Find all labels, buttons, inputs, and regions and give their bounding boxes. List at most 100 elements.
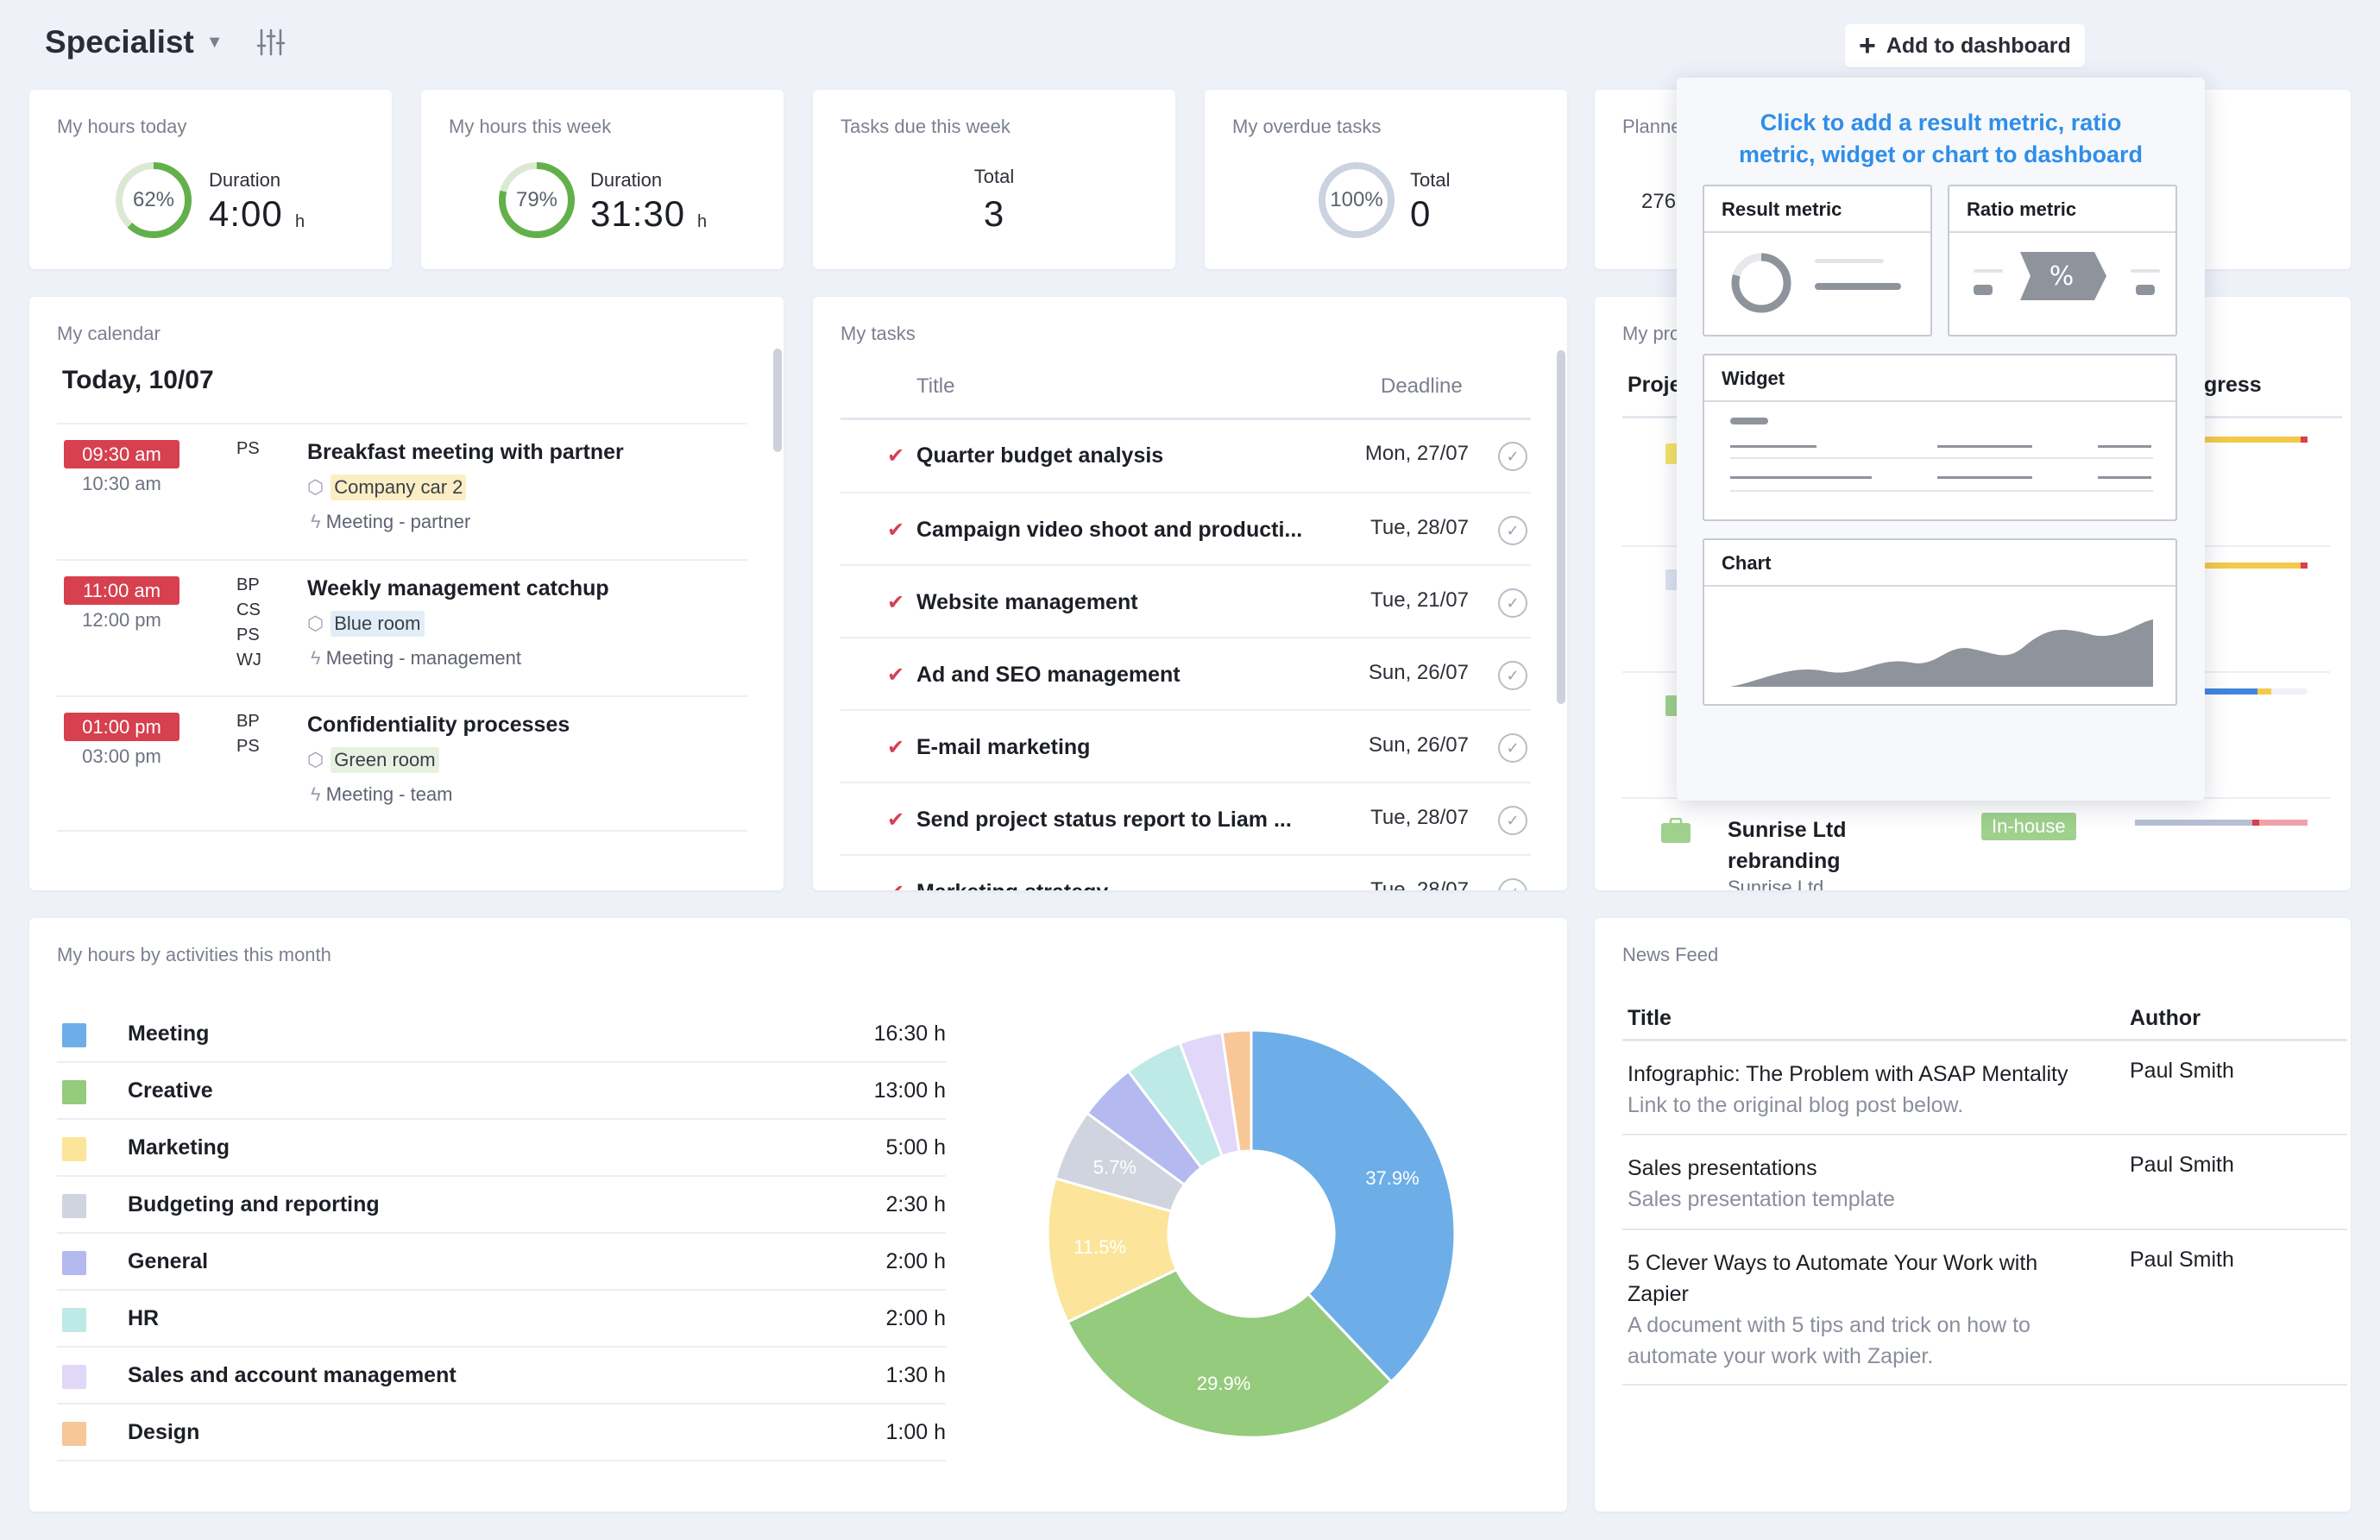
news-headline[interactable]: 5 Clever Ways to Automate Your Work with… xyxy=(1628,1251,2038,1306)
activity-row[interactable]: General 2:00 h xyxy=(57,1234,946,1291)
kpi-unit: h xyxy=(697,212,708,231)
activity-row[interactable]: Creative 13:00 h xyxy=(57,1063,946,1120)
ratio-metric-tile[interactable]: Ratio metric % xyxy=(1948,185,2177,336)
activity-name: General xyxy=(128,1249,209,1273)
kpi-value: 31:30 xyxy=(590,193,686,234)
chart-tile[interactable]: Chart xyxy=(1703,538,2177,706)
activity-name: Design xyxy=(128,1420,200,1444)
task-title[interactable]: Marketing strategy xyxy=(916,880,1108,890)
complete-task-icon[interactable]: ✓ xyxy=(1498,733,1527,763)
news-row[interactable]: Infographic: The Problem with ASAP Menta… xyxy=(1622,1039,2347,1134)
activity-row[interactable]: Sales and account management 1:30 h xyxy=(57,1348,946,1405)
activity-name: Sales and account management xyxy=(128,1363,456,1387)
column-header-title[interactable]: Title xyxy=(916,374,955,398)
donut-slice-design[interactable] xyxy=(1220,1028,1253,1153)
project-row[interactable]: Sunrise Ltd rebranding Sunrise Ltd In-ho… xyxy=(1622,797,2330,890)
event-end-time: 10:30 am xyxy=(82,473,161,494)
activity-row[interactable]: Design 1:00 h xyxy=(57,1405,946,1461)
progress-fill-2 xyxy=(2259,820,2308,826)
task-row[interactable]: ✔ Marketing strategy Tue, 28/07 ✓ xyxy=(841,854,1531,890)
complete-task-icon[interactable]: ✓ xyxy=(1498,588,1527,618)
complete-task-icon[interactable]: ✓ xyxy=(1498,806,1527,835)
news-row[interactable]: Sales presentations Sales presentation t… xyxy=(1622,1134,2347,1229)
event-type: ϟ Meeting - team xyxy=(311,783,453,806)
column-header-author[interactable]: Author xyxy=(2130,1006,2201,1030)
sliders-icon[interactable] xyxy=(256,28,286,57)
task-row[interactable]: ✔ Campaign video shoot and producti... T… xyxy=(841,492,1531,564)
donut-slice-marketing[interactable] xyxy=(1046,1177,1179,1324)
calendar-scrollbar[interactable] xyxy=(773,349,782,452)
progress-bar xyxy=(2204,563,2308,569)
activity-row[interactable]: HR 2:00 h xyxy=(57,1291,946,1348)
column-header-progress[interactable]: gress xyxy=(2204,373,2262,397)
activity-hours: 2:00 h xyxy=(885,1306,946,1330)
project-name[interactable]: Sunrise Ltd rebranding xyxy=(1728,818,1847,873)
activity-name: Marketing xyxy=(128,1135,230,1160)
kpi-hours-today[interactable]: My hours today 62% Duration 4:00 h xyxy=(29,90,392,269)
event-end-time: 12:00 pm xyxy=(82,609,161,631)
chevron-down-icon[interactable]: ▼ xyxy=(205,32,224,52)
legend-swatch xyxy=(62,1365,86,1389)
news-headline[interactable]: Infographic: The Problem with ASAP Menta… xyxy=(1628,1062,2068,1086)
task-title[interactable]: Campaign video shoot and producti... xyxy=(916,518,1303,542)
kpi-value: 3 xyxy=(983,193,1005,234)
progress-ring xyxy=(116,162,192,238)
person-initials: PS xyxy=(236,737,260,756)
task-title[interactable]: Website management xyxy=(916,590,1138,614)
donut-slice-creative[interactable] xyxy=(1066,1267,1394,1439)
task-row[interactable]: ✔ Quarter budget analysis Mon, 27/07 ✓ xyxy=(841,419,1531,492)
progress-bar xyxy=(2204,437,2308,443)
kpi-overdue-tasks[interactable]: My overdue tasks 100% Total 0 xyxy=(1205,90,1567,269)
task-title[interactable]: E-mail marketing xyxy=(916,735,1091,759)
result-metric-tile[interactable]: Result metric xyxy=(1703,185,1932,336)
calendar-event[interactable]: 11:00 am 12:00 pm BP CS PS WJ Weekly man… xyxy=(57,559,747,695)
calendar-event[interactable]: 09:30 am 10:30 am PS Breakfast meeting w… xyxy=(57,423,747,559)
task-title[interactable]: Ad and SEO management xyxy=(916,663,1181,687)
news-headline[interactable]: Sales presentations xyxy=(1628,1156,1817,1180)
person-initials: BP xyxy=(236,712,260,731)
event-title[interactable]: Breakfast meeting with partner xyxy=(307,440,624,464)
event-title[interactable]: Weekly management catchup xyxy=(307,576,609,600)
complete-task-icon[interactable]: ✓ xyxy=(1498,878,1527,890)
column-header-deadline[interactable]: Deadline xyxy=(1381,374,1463,398)
placeholder-line xyxy=(1730,490,2153,492)
activity-name: Budgeting and reporting xyxy=(128,1192,380,1216)
activity-row[interactable]: Marketing 5:00 h xyxy=(57,1120,946,1177)
donut-slice-meeting[interactable] xyxy=(1250,1028,1457,1384)
donut-slice-label: 37.9% xyxy=(1365,1167,1419,1189)
event-people: BP CS PS WJ xyxy=(236,573,261,673)
news-author: Paul Smith xyxy=(2130,1059,2234,1083)
tasks-title: My tasks xyxy=(841,323,916,344)
kpi-hours-week[interactable]: My hours this week 79% Duration 31:30 h xyxy=(421,90,784,269)
page-title[interactable]: Specialist xyxy=(45,24,194,60)
column-header-title[interactable]: Title xyxy=(1628,1006,1672,1030)
progress-marker xyxy=(2252,820,2259,826)
news-row[interactable]: 5 Clever Ways to Automate Your Work with… xyxy=(1622,1229,2347,1386)
activity-name: Meeting xyxy=(128,1021,210,1046)
tasks-scrollbar[interactable] xyxy=(1557,350,1565,704)
event-title[interactable]: Confidentiality processes xyxy=(307,713,570,737)
activities-donut-chart[interactable]: 37.9% 29.9% 11.5% 5.7% xyxy=(1044,1027,1458,1441)
kpi-tasks-due[interactable]: Tasks due this week Total 3 xyxy=(813,90,1175,269)
activity-row[interactable]: Budgeting and reporting 2:30 h xyxy=(57,1177,946,1234)
column-header-project[interactable]: Proje xyxy=(1628,373,1682,397)
task-row[interactable]: ✔ Ad and SEO management Sun, 26/07 ✓ xyxy=(841,637,1531,709)
bolt-icon: ϟ xyxy=(311,647,321,669)
task-row[interactable]: ✔ E-mail marketing Sun, 26/07 ✓ xyxy=(841,709,1531,782)
add-to-dashboard-button[interactable]: + Add to dashboard xyxy=(1845,24,2085,67)
task-row[interactable]: ✔ Send project status report to Liam ...… xyxy=(841,782,1531,854)
task-row[interactable]: ✔ Website management Tue, 21/07 ✓ xyxy=(841,564,1531,637)
table-header-divider xyxy=(841,418,1531,420)
activity-row[interactable]: Meeting 16:30 h xyxy=(57,1006,946,1063)
add-to-dashboard-popover: Click to add a result metric, ratio metr… xyxy=(1677,78,2205,801)
complete-task-icon[interactable]: ✓ xyxy=(1498,516,1527,545)
task-deadline: Tue, 28/07 xyxy=(1370,878,1469,890)
task-title[interactable]: Send project status report to Liam ... xyxy=(916,808,1292,832)
complete-task-icon[interactable]: ✓ xyxy=(1498,442,1527,471)
widget-tile[interactable]: Widget xyxy=(1703,354,2177,521)
person-initials: WJ xyxy=(236,651,261,669)
calendar-event[interactable]: 01:00 pm 03:00 pm BP PS Confidentiality … xyxy=(57,695,747,832)
task-title[interactable]: Quarter budget analysis xyxy=(916,443,1164,468)
complete-task-icon[interactable]: ✓ xyxy=(1498,661,1527,690)
news-author: Paul Smith xyxy=(2130,1153,2234,1177)
